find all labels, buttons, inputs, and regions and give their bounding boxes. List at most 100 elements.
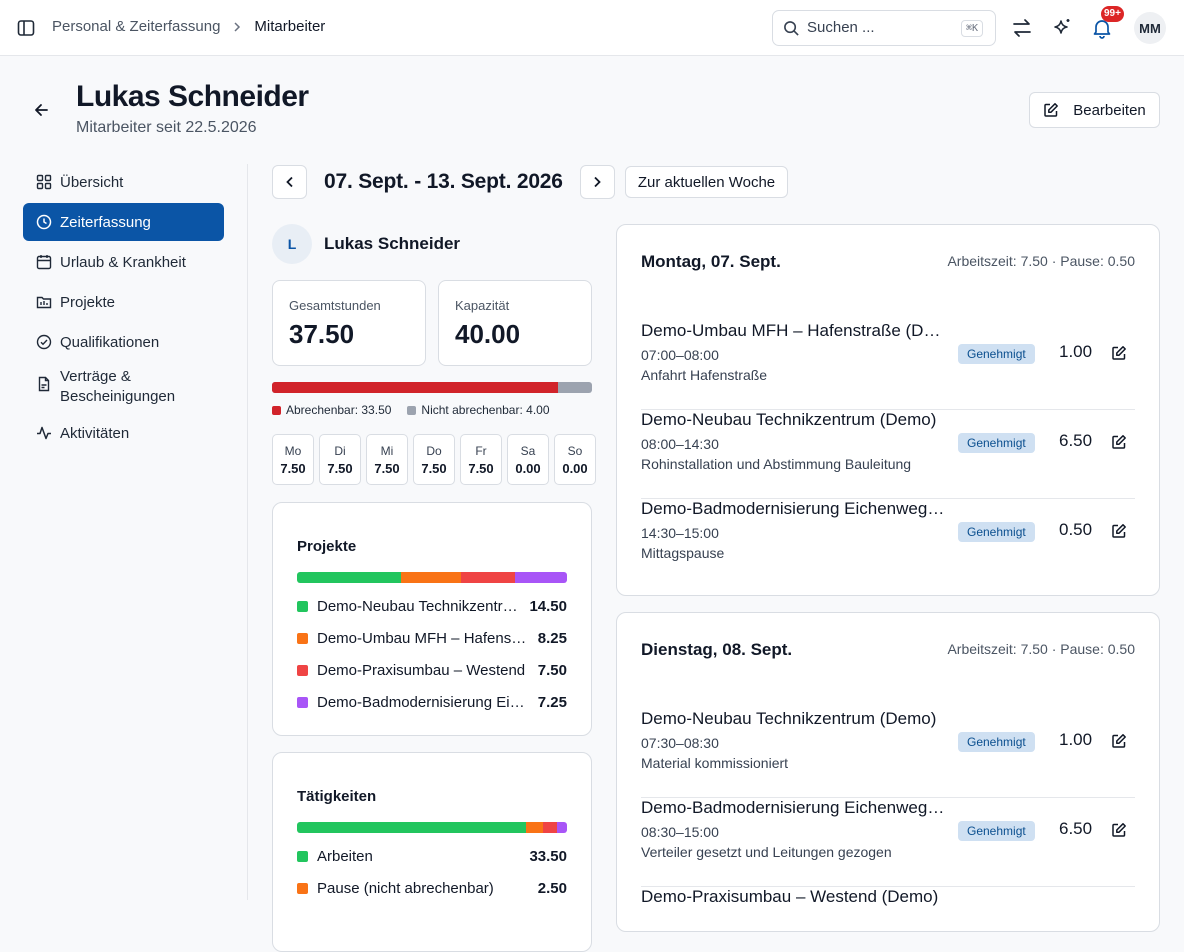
switch-arrows-icon[interactable] xyxy=(1011,17,1033,39)
nav-label: Übersicht xyxy=(60,173,124,191)
daily-hours: Mo 7.50 Di 7.50 Mi 7.50 Do 7.50 Fr 7.50 Sa 0.00 So 0.… xyxy=(272,434,596,485)
status-badge: Genehmigt xyxy=(958,821,1035,841)
day-cell: Do 7.50 xyxy=(413,434,455,485)
entry-time: 08:30–15:00 xyxy=(641,824,719,840)
bar-segment xyxy=(297,572,402,583)
legend-row: Arbeiten 33.50 xyxy=(297,846,567,866)
legend-value: 8.25 xyxy=(537,629,567,647)
day-card-title: Montag, 07. Sept. xyxy=(641,252,781,271)
day-hours: 7.50 xyxy=(327,461,353,476)
day-cell: Di 7.50 xyxy=(319,434,361,485)
nav-label: Aktivitäten xyxy=(60,424,130,442)
nav-item-leave[interactable]: Urlaub & Krankheit xyxy=(23,243,224,281)
entry-description: Verteiler gesetzt und Leitungen gezogen xyxy=(641,844,892,860)
entry-title: Demo-Umbau MFH – Hafenstraße (Demo) xyxy=(641,321,949,340)
legend-swatch xyxy=(297,664,308,676)
edit-entry-icon[interactable] xyxy=(1111,733,1127,749)
day-label: So xyxy=(567,444,583,458)
entry-time: 08:00–14:30 xyxy=(641,436,719,452)
nav-item-qualifications[interactable]: Qualifikationen xyxy=(23,323,224,361)
day-card: Dienstag, 08. Sept. Arbeitszeit: 7.50 · P… xyxy=(616,612,1160,932)
search-box[interactable]: ⌘K xyxy=(772,10,996,46)
employee-avatar: L xyxy=(272,224,312,264)
entry-hours: 1.00 xyxy=(1059,730,1093,749)
time-entry[interactable]: Demo-Badmodernisierung Eichenweg (Demo) … xyxy=(641,499,1135,588)
nav-item-activities[interactable]: Aktivitäten xyxy=(23,414,224,452)
entry-description: Material kommissioniert xyxy=(641,755,789,771)
sidebar-toggle-icon[interactable] xyxy=(17,19,35,37)
nav-label: Urlaub & Krankheit xyxy=(60,253,186,271)
day-label: Do xyxy=(426,444,442,458)
capacity-card: Kapazität 40.00 xyxy=(438,280,592,366)
stat-label: Kapazität xyxy=(455,298,510,313)
document-icon xyxy=(38,376,50,392)
legend-swatch xyxy=(297,696,308,708)
legend-name: Demo-Umbau MFH – Hafenstraße (Demo) xyxy=(317,629,538,647)
day-card-meta: Arbeitszeit: 7.50 · Pause: 0.50 xyxy=(947,641,1135,657)
nav-item-projects[interactable]: Projekte xyxy=(23,283,224,321)
entry-description: Mittagspause xyxy=(641,545,725,561)
day-hours: 7.50 xyxy=(280,461,306,476)
time-entry[interactable]: Demo-Badmodernisierung Eichenweg (Demo) … xyxy=(641,798,1135,887)
breadcrumb-parent[interactable]: Personal & Zeiterfassung xyxy=(52,18,221,35)
entry-title: Demo-Neubau Technikzentrum (Demo) xyxy=(641,709,937,728)
time-entry[interactable]: Demo-Neubau Technikzentrum (Demo) 08:00–… xyxy=(641,410,1135,499)
nav-item-overview[interactable]: Übersicht xyxy=(23,163,224,201)
stat-value: 40.00 xyxy=(455,319,521,349)
activities-bar xyxy=(297,822,567,833)
legend-value: 14.50 xyxy=(529,597,567,615)
entry-hours: 6.50 xyxy=(1059,431,1093,450)
day-hours: 0.00 xyxy=(515,461,541,476)
entry-description: Anfahrt Hafenstraße xyxy=(641,367,768,383)
legend-name: Demo-Praxisumbau – Westend xyxy=(317,661,526,679)
nav-label: Verträge & Bescheinigungen xyxy=(60,368,176,405)
time-entry[interactable]: Demo-Umbau MFH – Hafenstraße (Demo) 07:0… xyxy=(641,321,1135,410)
legend-row: Demo-Badmodernisierung Eichenweg7.25 xyxy=(297,692,567,712)
activities-card: Tätigkeiten Arbeiten 33.50 Pause (nicht ab… xyxy=(272,752,592,952)
bar-segment xyxy=(543,822,557,833)
day-hours: 7.50 xyxy=(374,461,400,476)
day-card-meta: Arbeitszeit: 7.50 · Pause: 0.50 xyxy=(947,253,1135,269)
entry-title: Demo-Badmodernisierung Eichenweg (Demo) xyxy=(641,798,949,817)
chevron-right-icon xyxy=(594,176,602,188)
bell-icon[interactable] xyxy=(1091,17,1113,39)
legend-billable: Abrechenbar: 33.50 xyxy=(272,403,391,417)
edit-entry-icon[interactable] xyxy=(1111,345,1127,361)
day-cell: So 0.00 xyxy=(554,434,596,485)
bar-segment xyxy=(297,822,526,833)
employee-name: Lukas Schneider xyxy=(324,234,461,253)
legend-billable-label: Abrechenbar: 33.50 xyxy=(286,403,392,417)
time-entry[interactable]: Demo-Praxisumbau – Westend (Demo) xyxy=(641,887,1135,931)
nav-item-contracts[interactable]: Verträge & Bescheinigungen xyxy=(23,364,224,410)
next-week-button[interactable] xyxy=(579,165,615,199)
search-input[interactable] xyxy=(807,19,947,36)
edit-entry-icon[interactable] xyxy=(1111,822,1127,838)
time-entry[interactable]: Demo-Neubau Technikzentrum (Demo) 07:30–… xyxy=(641,709,1135,798)
day-cell: Sa 0.00 xyxy=(507,434,549,485)
legend-row: Demo-Neubau Technikzentrum (Demo)14.50 xyxy=(297,596,567,616)
day-label: Sa xyxy=(520,444,536,458)
edit-label: Bearbeiten xyxy=(1073,101,1146,119)
entry-time: 07:00–08:00 xyxy=(641,347,719,363)
billable-bar-fill xyxy=(272,382,558,393)
entry-time: 07:30–08:30 xyxy=(641,735,719,751)
entry-hours: 0.50 xyxy=(1059,520,1093,539)
edit-entry-icon[interactable] xyxy=(1111,523,1127,539)
sparkles-icon[interactable] xyxy=(1051,17,1073,39)
user-avatar[interactable]: MM xyxy=(1134,12,1166,44)
edit-entry-icon[interactable] xyxy=(1111,434,1127,450)
status-badge: Genehmigt xyxy=(958,433,1035,453)
bar-segment xyxy=(460,572,515,583)
nav-item-time-tracking[interactable]: Zeiterfassung xyxy=(23,203,224,241)
status-badge: Genehmigt xyxy=(958,344,1035,364)
legend-nonbillable-label: Nicht abrechenbar: 4.00 xyxy=(421,403,550,417)
current-week-button[interactable]: Zur aktuellen Woche xyxy=(625,166,788,198)
back-arrow-icon[interactable] xyxy=(32,100,52,120)
stat-label: Gesamtstunden xyxy=(289,298,381,313)
edit-button[interactable]: Bearbeiten xyxy=(1029,92,1160,128)
projects-title: Projekte xyxy=(297,538,357,555)
previous-week-button[interactable] xyxy=(272,165,307,199)
day-hours: 7.50 xyxy=(421,461,447,476)
legend-name: Demo-Badmodernisierung Eichenweg xyxy=(317,693,538,711)
day-cell: Fr 7.50 xyxy=(460,434,502,485)
